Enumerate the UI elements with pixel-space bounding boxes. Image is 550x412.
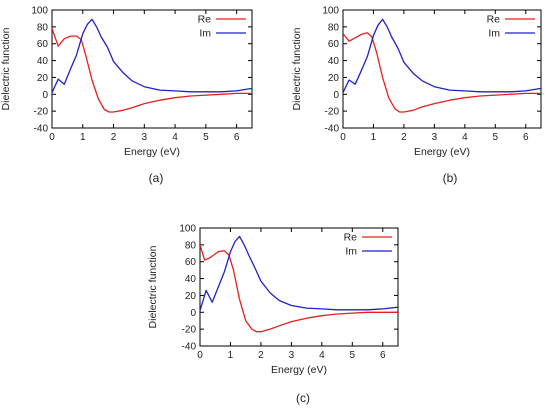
legend-label-im: Im xyxy=(488,28,500,40)
x-tick-label: 2 xyxy=(111,132,117,143)
y-tick-label: 60 xyxy=(328,39,340,50)
x-tick-label: 6 xyxy=(234,132,240,143)
x-tick-label: 5 xyxy=(203,132,209,143)
panel-label: (b) xyxy=(443,171,458,185)
panel-label: (a) xyxy=(149,171,164,185)
panel-label: (c) xyxy=(296,391,310,405)
y-tick-label: 20 xyxy=(185,291,197,302)
x-axis-label: Energy (eV) xyxy=(124,146,180,158)
legend-label-re: Re xyxy=(344,232,358,244)
y-tick-label: 100 xyxy=(322,6,339,17)
x-tick-label: 5 xyxy=(350,350,356,361)
y-tick-label: -40 xyxy=(34,124,49,135)
y-tick-label: 60 xyxy=(185,257,197,268)
legend-label-im: Im xyxy=(345,246,357,258)
y-tick-label: 100 xyxy=(179,224,196,235)
x-tick-label: 4 xyxy=(319,350,325,361)
legend-label-im: Im xyxy=(199,28,211,40)
legend-label-re: Re xyxy=(198,14,212,26)
y-tick-label: -20 xyxy=(325,107,340,118)
y-tick-label: 0 xyxy=(190,308,196,319)
plot-frame xyxy=(51,9,253,129)
chart-panel-2: 0 1 2 3 4 5 6 -40 -20 0 20 40 60 80 100 Energy (eV) Diel… xyxy=(291,6,542,185)
series-line-re xyxy=(200,244,398,333)
y-tick-label: 100 xyxy=(31,6,48,17)
x-tick-label: 3 xyxy=(432,132,438,143)
x-axis-label: Energy (eV) xyxy=(414,146,470,158)
y-tick-label: 0 xyxy=(42,90,48,101)
x-tick-label: 3 xyxy=(142,132,148,143)
series-line-re xyxy=(52,28,252,113)
y-tick-label: 80 xyxy=(328,22,340,33)
x-tick-label: 0 xyxy=(49,132,55,143)
chart-panel-3: 0 1 2 3 4 5 6 -40 -20 0 20 40 60 80 100 Energy (eV) Diel… xyxy=(147,224,399,405)
y-tick-label: -20 xyxy=(182,325,197,336)
series-line-re xyxy=(343,32,541,113)
legend-label-re: Re xyxy=(487,14,501,26)
x-tick-label: 0 xyxy=(340,132,346,143)
x-tick-label: 4 xyxy=(172,132,178,143)
y-tick-label: 80 xyxy=(185,240,197,251)
y-tick-label: -20 xyxy=(34,107,49,118)
x-tick-label: 6 xyxy=(523,132,529,143)
y-axis-label: Dielectric function xyxy=(147,245,159,328)
series-line-im xyxy=(200,235,398,311)
plot-frame xyxy=(342,9,542,129)
y-tick-label: 40 xyxy=(37,56,49,67)
x-tick-label: 2 xyxy=(258,350,264,361)
x-tick-label: 2 xyxy=(401,132,407,143)
x-tick-label: 1 xyxy=(371,132,377,143)
plot-frame xyxy=(199,227,399,347)
y-tick-label: 20 xyxy=(328,73,340,84)
x-tick-label: 3 xyxy=(289,350,295,361)
x-tick-label: 4 xyxy=(462,132,468,143)
y-tick-label: 40 xyxy=(328,56,340,67)
y-tick-label: 80 xyxy=(37,22,49,33)
y-tick-label: 20 xyxy=(37,73,49,84)
y-tick-label: 40 xyxy=(185,274,197,285)
chart-panel-1: 0 1 2 3 4 5 6 -40 -20 0 20 40 60 80 100 Energy (eV) Diel… xyxy=(0,6,253,185)
y-tick-label: -40 xyxy=(325,124,340,135)
y-tick-label: -40 xyxy=(182,342,197,353)
y-tick-label: 0 xyxy=(333,90,339,101)
x-tick-label: 6 xyxy=(380,350,386,361)
y-axis-label: Dielectric function xyxy=(0,27,12,110)
x-axis-label: Energy (eV) xyxy=(271,364,327,376)
y-axis-label: Dielectric function xyxy=(291,27,303,110)
y-tick-label: 60 xyxy=(37,39,49,50)
x-tick-label: 0 xyxy=(197,350,203,361)
series-line-im xyxy=(52,18,252,93)
x-tick-label: 5 xyxy=(493,132,499,143)
x-tick-label: 1 xyxy=(228,350,234,361)
x-tick-label: 1 xyxy=(80,132,86,143)
series-line-im xyxy=(343,18,541,93)
